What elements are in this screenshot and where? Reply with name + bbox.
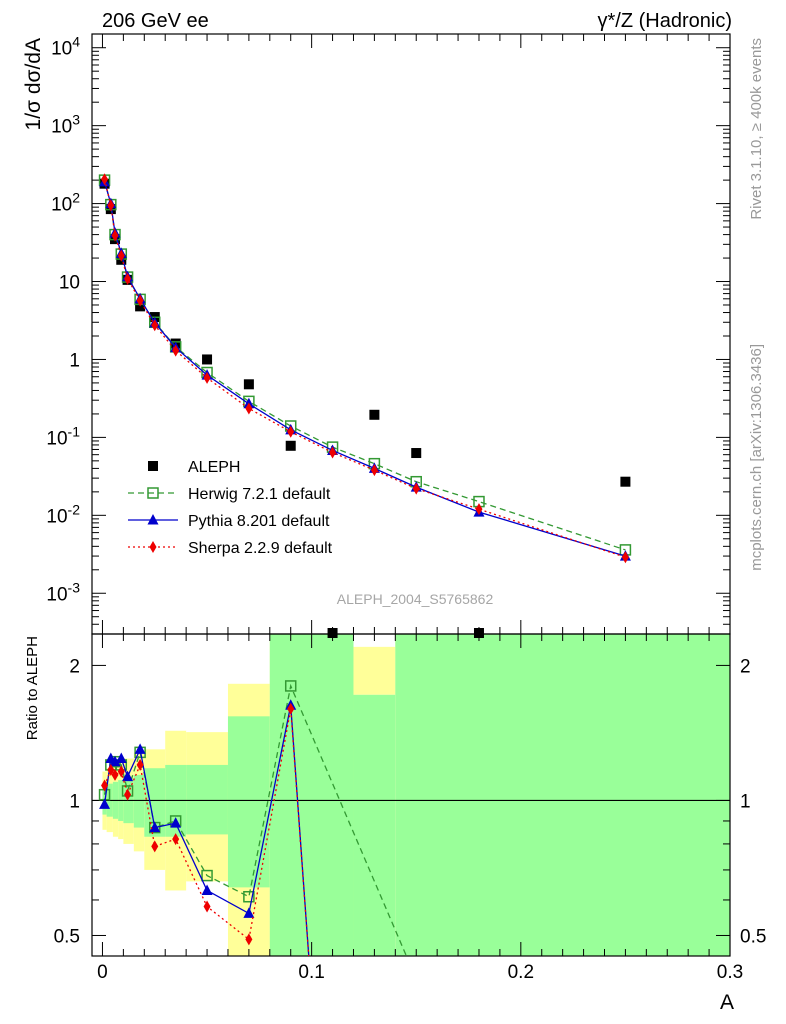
ratio-point-1 [201, 884, 213, 895]
ratio-band-yellow [353, 646, 396, 695]
legend-label: Pythia 8.201 default [188, 513, 330, 530]
data-point-0 [369, 409, 380, 420]
ratio-point-0 [284, 680, 297, 692]
ratio-y-tick-label: 1 [69, 791, 80, 812]
data-point-0 [202, 354, 213, 365]
legend-marker [149, 541, 157, 553]
ratio-point-0 [201, 869, 213, 882]
ratio-point-1 [99, 798, 111, 809]
data-point-3 [245, 402, 253, 415]
y-tick-label: 104 [51, 34, 80, 60]
data-point-3 [370, 464, 378, 477]
ratio-point-1 [170, 817, 182, 828]
side-text-mcplots: mcplots.cern.ch [arXiv:1306.3436] [748, 344, 765, 571]
ratio-y-tick-label: 2 [69, 656, 80, 677]
data-point-3 [124, 272, 132, 285]
ratio-point-2 [117, 765, 125, 778]
ratio-point-1 [115, 752, 127, 764]
data-point-0 [285, 440, 296, 451]
ratio-point-2 [245, 933, 253, 946]
ratio-panel-frame [91, 633, 731, 957]
data-point-3 [172, 344, 180, 357]
ratio-point-2 [172, 833, 180, 846]
data-point-3 [412, 482, 420, 495]
y-tick-label: 10-2 [46, 501, 80, 527]
ratio-point-0 [243, 890, 255, 903]
data-point-3 [107, 199, 115, 212]
ratio-point-2 [287, 702, 295, 715]
ratio-y-tick-label-right: 2 [740, 656, 751, 677]
ratio-point-2 [107, 763, 115, 776]
x-axis-label: A [720, 991, 734, 1014]
x-tick-label: 0.1 [298, 962, 324, 983]
side-text-rivet: Rivet 3.1.10, ≥ 400k events [748, 38, 765, 220]
ratio-band-green [227, 716, 270, 888]
x-tick-label: 0.3 [717, 962, 743, 983]
data-point-3 [329, 446, 337, 459]
data-point-0 [327, 628, 338, 638]
ratio-point-1 [134, 743, 146, 754]
x-tick-label: 0 [97, 962, 108, 983]
ratio-y-tick-label: 0.5 [54, 926, 80, 947]
ratio-band-green [133, 774, 145, 828]
y-tick-label: 10-3 [46, 579, 80, 605]
data-point-3 [475, 503, 483, 516]
data-point-3 [151, 319, 159, 332]
series-line-1 [103, 179, 626, 551]
watermark: ALEPH_2004_S5765862 [337, 591, 494, 607]
header-right: γ*/Z (Hadronic) [598, 10, 732, 32]
legend-label: Herwig 7.2.1 default [188, 486, 331, 503]
data-point-0 [243, 379, 254, 390]
data-point-0 [620, 476, 631, 487]
ratio-band-green [186, 764, 228, 835]
data-point-3 [101, 173, 109, 186]
series-line-3 [103, 179, 626, 558]
ratio-point-2 [203, 900, 211, 913]
data-point-3 [117, 249, 125, 262]
series-line-2 [103, 181, 626, 557]
legend-label: ALEPH [188, 459, 240, 476]
data-point-3 [136, 294, 144, 307]
ratio-point-1 [149, 821, 161, 833]
y-tick-label: 1 [69, 350, 80, 371]
ratio-y-tick-label-right: 1 [740, 791, 751, 812]
ratio-point-2 [136, 758, 144, 771]
data-point-3 [203, 371, 211, 384]
main-ylabel: 1/σ dσ/dA [22, 38, 45, 130]
ratio-ylabel: Ratio to ALEPH [24, 636, 41, 740]
ratio-point-2 [124, 788, 132, 801]
legend-marker [147, 487, 159, 499]
y-tick-label: 102 [51, 190, 80, 216]
ratio-band-green [395, 634, 730, 956]
header-left: 206 GeV ee [102, 10, 209, 32]
ratio-point-2 [151, 840, 159, 853]
ratio-point-1 [243, 907, 255, 918]
ratio-y-tick-label-right: 0.5 [740, 926, 766, 947]
ratio-point-2 [101, 779, 109, 792]
ratio-band-green [269, 634, 354, 956]
y-tick-label: 10 [59, 273, 80, 294]
legend-marker [148, 461, 158, 471]
data-point-3 [287, 425, 295, 438]
legend-label: Sherpa 2.2.9 default [188, 540, 333, 557]
data-point-0 [473, 628, 484, 638]
x-tick-label: 0.2 [508, 962, 534, 983]
y-tick-label: 103 [51, 112, 80, 138]
data-point-3 [621, 551, 629, 564]
ratio-point-1 [109, 755, 121, 767]
ratio-band-green [144, 768, 166, 837]
ratio-point-2 [111, 768, 119, 781]
data-point-3 [111, 229, 119, 242]
data-point-0 [411, 448, 422, 459]
y-tick-label: 10-1 [46, 423, 80, 449]
ratio-point-1 [122, 770, 134, 782]
legend-marker [147, 514, 159, 525]
